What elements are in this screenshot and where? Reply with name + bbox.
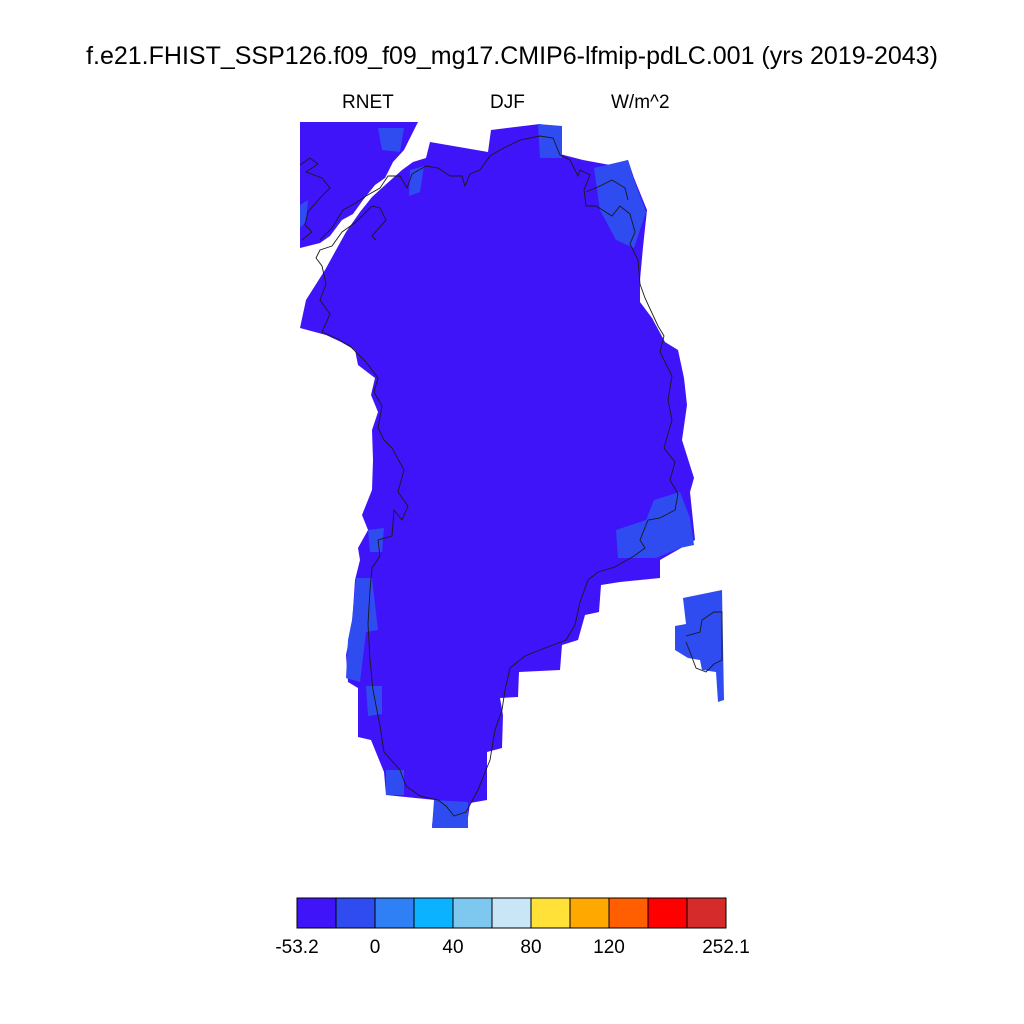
coastline xyxy=(299,135,723,817)
colorbar-swatch xyxy=(530,897,571,929)
plot-title: f.e21.FHIST_SSP126.f09_f09_mg17.CMIP6-lf… xyxy=(86,42,938,70)
coastline-inner xyxy=(585,179,629,201)
colorbar-swatch xyxy=(374,897,415,929)
coastline-north xyxy=(315,135,679,817)
colorbar-swatch xyxy=(608,897,649,929)
north-coast-patch-a xyxy=(378,128,404,152)
north-patch xyxy=(538,124,562,158)
west-coast-patch-c xyxy=(366,686,382,716)
colorbar-swatch xyxy=(491,897,532,929)
northwest-land-cell xyxy=(300,122,418,248)
colorbar-swatch xyxy=(296,897,337,929)
greenland-mainland xyxy=(300,124,695,826)
colorbar-tick-label: 252.1 xyxy=(702,937,750,958)
colorbar-tick-label: 0 xyxy=(370,937,381,958)
land-cells xyxy=(300,122,695,826)
south-patch-a xyxy=(386,770,404,795)
east-coast-patch xyxy=(616,492,694,558)
colorbar-swatch xyxy=(569,897,610,929)
west-coast-patch-b xyxy=(346,578,378,682)
west-coast-patch-a xyxy=(368,528,384,552)
colorbar-swatch xyxy=(335,897,376,929)
south-tip-patch xyxy=(432,800,468,828)
variable-label: RNET xyxy=(342,92,394,113)
colorbar-tick-label: -53.2 xyxy=(275,937,318,958)
colorbar-swatch xyxy=(686,897,727,929)
colorbar-swatch xyxy=(647,897,688,929)
colorbar-swatch xyxy=(413,897,454,929)
units-label: W/m^2 xyxy=(611,92,670,113)
secondary-value-patches xyxy=(300,124,724,828)
colorbar-tick-label: 40 xyxy=(442,937,463,958)
coastline-northwest xyxy=(299,157,331,241)
colorbar-tick-label: 80 xyxy=(520,937,541,958)
colorbar-tick-label: 120 xyxy=(593,937,625,958)
svalbard-patch xyxy=(675,590,724,702)
coastline-east-island xyxy=(685,611,723,673)
colorbar-swatch xyxy=(452,897,493,929)
season-label: DJF xyxy=(490,92,525,113)
